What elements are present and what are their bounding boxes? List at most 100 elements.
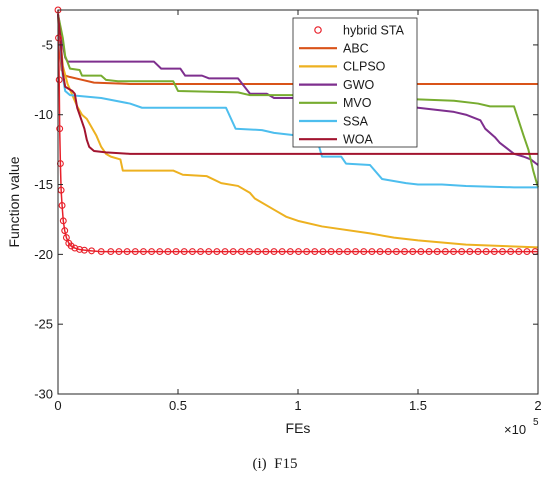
series-line-hybrid-sta: [57, 9, 538, 253]
marker-hybrid-sta: [148, 248, 156, 256]
legend-item-woa: WOA: [299, 133, 374, 147]
marker-hybrid-sta: [490, 248, 498, 256]
y-tick-label: -15: [34, 177, 53, 192]
marker-hybrid-sta: [139, 248, 147, 256]
marker-hybrid-sta: [523, 248, 531, 256]
marker-hybrid-sta: [58, 202, 66, 209]
marker-hybrid-sta: [97, 248, 105, 256]
marker-hybrid-sta: [180, 248, 188, 256]
marker-hybrid-sta: [221, 248, 229, 256]
marker-hybrid-sta: [88, 247, 96, 255]
marker-hybrid-sta: [360, 248, 368, 256]
marker-hybrid-sta: [343, 248, 351, 256]
marker-hybrid-sta: [213, 248, 221, 256]
marker-hybrid-sta: [76, 246, 84, 253]
marker-hybrid-sta: [335, 248, 343, 256]
x-tick-label: 0: [54, 398, 61, 413]
marker-hybrid-sta: [499, 248, 506, 256]
marker-hybrid-sta: [441, 248, 449, 256]
legend-label: GWO: [343, 78, 375, 92]
marker-hybrid-sta: [278, 248, 286, 256]
legend-item-abc: ABC: [299, 42, 369, 56]
series-line-mvo: [57, 13, 539, 188]
marker-hybrid-sta: [67, 242, 75, 250]
marker-hybrid-sta: [311, 248, 319, 256]
marker-hybrid-sta: [246, 248, 253, 256]
series-line-gwo: [57, 14, 539, 166]
marker-hybrid-sta: [303, 248, 311, 256]
marker-hybrid-sta: [197, 248, 205, 256]
series-line-woa: [57, 14, 538, 155]
marker-hybrid-sta: [352, 248, 360, 256]
legend-label: WOA: [343, 133, 374, 147]
marker-hybrid-sta: [474, 248, 482, 256]
marker-hybrid-sta: [376, 248, 384, 256]
marker-hybrid-sta: [319, 248, 327, 256]
marker-hybrid-sta: [156, 248, 164, 256]
marker-hybrid-sta: [417, 248, 425, 256]
marker-hybrid-sta: [409, 248, 417, 256]
marker-hybrid-sta: [327, 248, 335, 256]
marker-hybrid-sta: [433, 248, 441, 256]
marker-hybrid-sta: [425, 248, 433, 256]
marker-hybrid-sta: [205, 248, 213, 256]
y-axis-title: Function value: [6, 156, 22, 247]
marker-hybrid-sta: [458, 248, 466, 256]
marker-hybrid-sta: [270, 248, 278, 256]
legend-label: ABC: [343, 42, 369, 56]
marker-hybrid-sta: [172, 248, 180, 256]
marker-hybrid-sta: [107, 248, 115, 256]
marker-hybrid-sta: [482, 248, 490, 256]
marker-hybrid-sta: [450, 248, 457, 256]
ticks-layer: 0 0.5 1 1.5 2 -30 -25 -20 -15 -10 -5: [34, 10, 542, 413]
marker-hybrid-sta: [80, 246, 88, 254]
legend-item-hybrid-sta: hybrid STA: [314, 23, 405, 37]
marker-hybrid-sta: [392, 248, 400, 256]
y-tick-label: -20: [34, 247, 53, 262]
marker-hybrid-sta: [229, 248, 237, 256]
marker-hybrid-sta: [237, 248, 245, 256]
marker-hybrid-sta: [515, 248, 523, 256]
marker-hybrid-sta: [61, 227, 69, 235]
x-tick-label: 1: [294, 398, 301, 413]
x-tick-label: 0.5: [169, 398, 187, 413]
marker-hybrid-sta: [254, 248, 262, 256]
x-multiplier-label: ×10: [504, 422, 526, 437]
x-multiplier-exponent: 5: [533, 417, 539, 428]
marker-hybrid-sta: [507, 248, 515, 256]
marker-hybrid-sta: [59, 217, 67, 225]
marker-hybrid-sta: [286, 248, 294, 256]
marker-hybrid-sta: [262, 248, 270, 256]
y-tick-label: -30: [34, 387, 53, 402]
y-tick-label: -10: [34, 107, 53, 122]
legend-item-ssa: SSA: [299, 114, 369, 128]
marker-hybrid-sta: [71, 244, 79, 252]
legend-swatch: [314, 26, 322, 34]
marker-hybrid-sta: [368, 248, 376, 256]
marker-hybrid-sta: [115, 248, 123, 256]
legend: hybrid STA ABC CLPSO GWO MVO SSA WOA: [292, 17, 418, 148]
y-tick-label: -5: [41, 37, 53, 52]
marker-hybrid-sta: [56, 125, 64, 133]
x-tick-label: 2: [534, 398, 541, 413]
legend-label: hybrid STA: [343, 23, 405, 37]
marker-hybrid-sta: [384, 248, 392, 256]
marker-hybrid-sta: [401, 248, 409, 256]
x-axis-title: FEs: [286, 420, 311, 436]
legend-label: CLPSO: [343, 60, 386, 74]
figure-caption: (i) F15: [253, 456, 298, 472]
marker-hybrid-sta: [466, 248, 474, 256]
marker-hybrid-sta: [55, 76, 63, 84]
y-tick-label: -25: [34, 317, 53, 332]
marker-hybrid-sta: [62, 234, 70, 242]
legend-item-gwo: GWO: [299, 78, 375, 92]
legend-item-clpso: CLPSO: [299, 60, 386, 74]
marker-hybrid-sta: [164, 248, 172, 256]
marker-hybrid-sta: [295, 248, 302, 256]
marker-hybrid-sta: [188, 248, 196, 256]
legend-label: SSA: [343, 114, 369, 128]
marker-hybrid-sta: [123, 248, 131, 256]
legend-label: MVO: [343, 96, 372, 110]
